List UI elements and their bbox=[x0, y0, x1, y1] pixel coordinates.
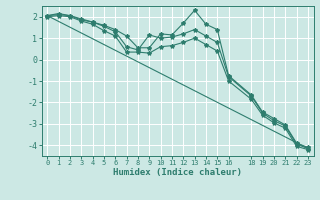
X-axis label: Humidex (Indice chaleur): Humidex (Indice chaleur) bbox=[113, 168, 242, 177]
